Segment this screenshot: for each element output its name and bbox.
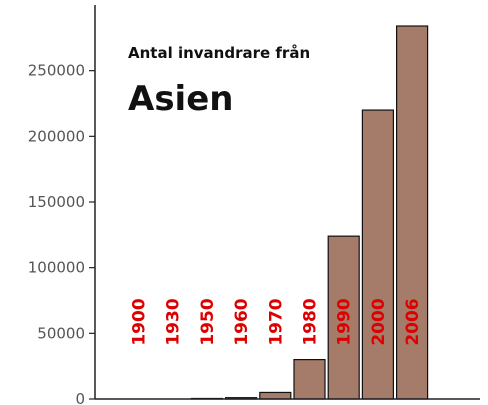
bar-2006 [396,25,429,400]
bar-1980 [293,359,326,400]
y-tick-label: 150000 [28,193,85,211]
category-label-1960: 1960 [232,298,252,345]
category-label-2000: 2000 [369,298,389,345]
y-tick-label: 50000 [37,324,85,342]
chart-title-group: Antal invandrare från Asien [128,44,310,119]
chart-title: Antal invandrare från [128,44,310,62]
y-axis: 0 50000 100000 150000 200000 250000 [28,5,96,405]
year-labels-group: 1900 1930 1950 1960 1970 1980 1990 2000 2006 [130,298,424,345]
bar-2000 [361,109,394,400]
y-tick-label: 250000 [28,62,85,80]
category-label-1900: 1900 [130,298,150,345]
category-label-1990: 1990 [335,298,355,345]
category-label-1980: 1980 [301,298,321,345]
chart-subtitle: Asien [128,79,233,119]
category-label-2006: 2006 [403,298,423,345]
category-label-1970: 1970 [266,298,286,345]
bar-1970 [259,391,292,400]
category-label-1930: 1930 [164,298,184,345]
y-tick-label: 200000 [28,127,85,145]
category-label-1950: 1950 [198,298,218,345]
bars-group [190,25,429,400]
y-tick-label: 0 [75,390,85,405]
y-tick-label: 100000 [28,259,85,277]
